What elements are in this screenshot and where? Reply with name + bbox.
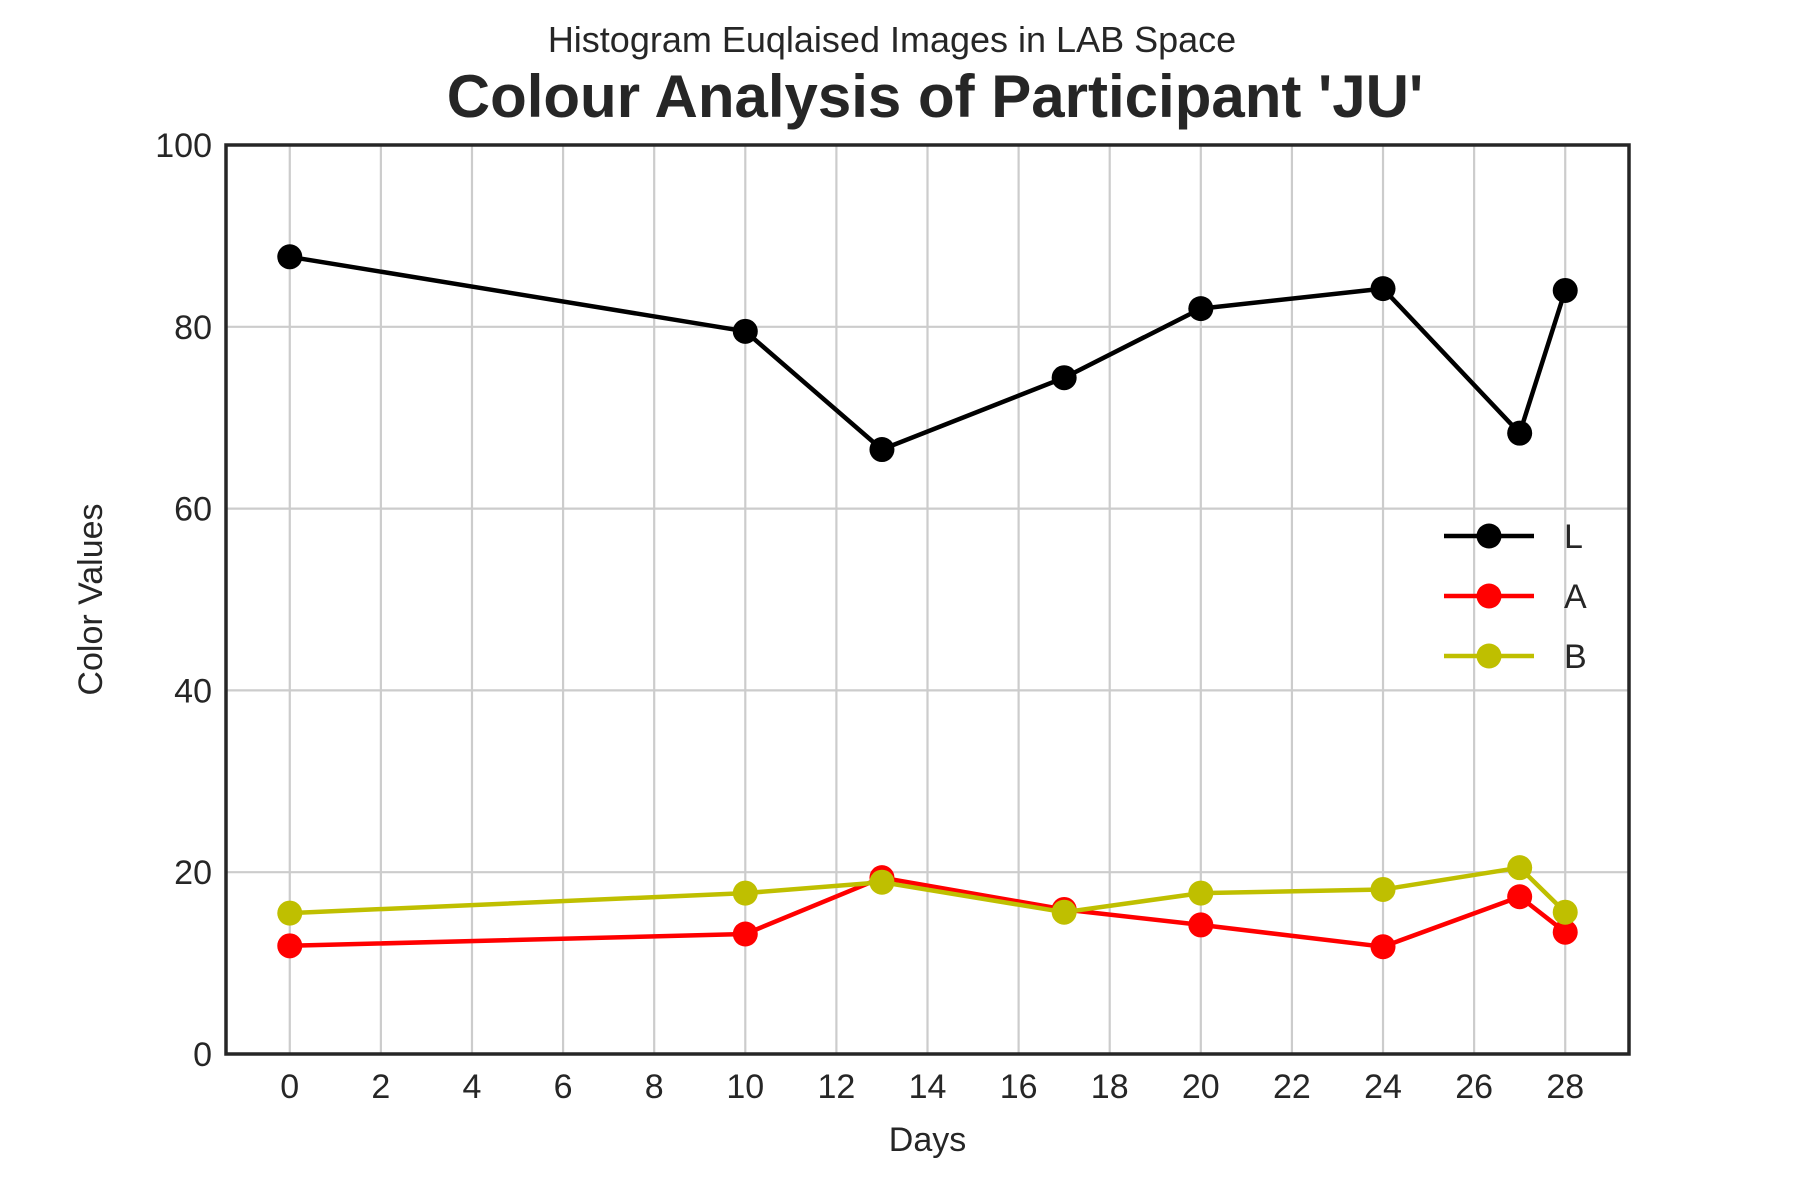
legend-item-a: A [1444,578,1587,616]
x-tick-label: 24 [1364,1068,1402,1106]
legend-label: A [1564,578,1587,616]
legend-item-b: B [1444,638,1587,676]
legend-marker [1476,583,1502,609]
x-tick-label: 6 [554,1068,573,1106]
x-tick-label: 16 [1000,1068,1038,1106]
data-point-b [1051,899,1077,925]
chart-title: Colour Analysis of Participant 'JU' [447,63,1424,130]
x-tick-label: 14 [909,1068,947,1106]
data-point-a [1370,934,1396,960]
x-tick-label: 28 [1546,1068,1584,1106]
plot-area-frame [224,143,1631,1056]
legend-label: B [1564,638,1587,676]
x-axis-label: Days [889,1121,966,1159]
data-point-l [1552,277,1578,303]
chart-subtitle: Histogram Euqlaised Images in LAB Space [548,19,1236,60]
data-point-b [1507,855,1533,881]
series-line-a [289,875,1567,949]
data-point-b [1188,880,1214,906]
data-point-b [277,900,303,926]
data-point-l [732,318,758,344]
y-tick-label: 40 [174,672,212,710]
legend: LAB [1444,518,1587,676]
series-line-b [289,865,1567,916]
data-point-b [1370,876,1396,902]
series-l [277,244,1578,463]
series-line-l [289,254,1568,452]
x-tick-label: 22 [1273,1068,1311,1106]
y-tick-label: 0 [193,1036,212,1074]
data-point-l [277,244,303,270]
data-point-b [1552,899,1578,925]
series-b [277,855,1578,926]
y-tick-label: 100 [155,127,212,165]
legend-item-l: L [1444,518,1583,556]
data-point-l [1188,296,1214,322]
data-point-l [1051,365,1077,391]
y-tick-label: 80 [174,309,212,347]
x-tick-label: 8 [645,1068,664,1106]
y-tick-label: 20 [174,854,212,892]
x-tick-label: 26 [1455,1068,1493,1106]
y-tick-label: 60 [174,491,212,529]
x-tick-label: 10 [726,1068,764,1106]
x-tick-label: 2 [371,1068,390,1106]
data-point-l [869,437,895,463]
legend-label: L [1564,518,1583,556]
data-point-a [1552,919,1578,945]
series-layer [277,244,1578,960]
x-tick-label: 18 [1091,1068,1129,1106]
data-point-a [277,933,303,959]
x-tick-label: 0 [280,1068,299,1106]
data-point-l [1507,420,1533,446]
data-point-a [1188,912,1214,938]
legend-marker [1476,643,1502,669]
x-tick-label: 20 [1182,1068,1220,1106]
x-tick-label: 4 [463,1068,482,1106]
y-axis-label: Color Values [72,503,110,695]
data-point-a [1507,884,1533,910]
legend-marker [1476,523,1502,549]
data-point-b [869,869,895,895]
data-point-l [1370,276,1396,302]
data-point-b [732,880,758,906]
x-tick-label: 12 [817,1068,855,1106]
data-point-a [732,921,758,947]
